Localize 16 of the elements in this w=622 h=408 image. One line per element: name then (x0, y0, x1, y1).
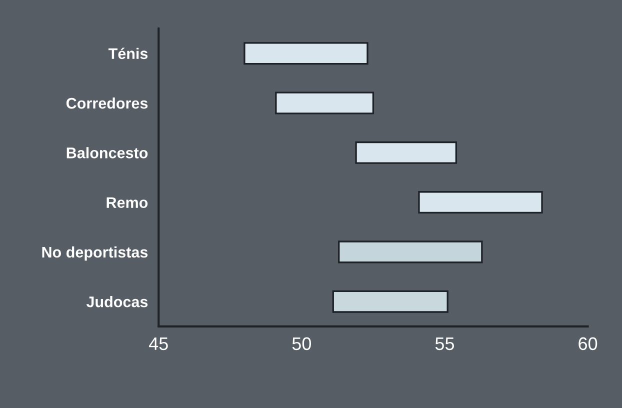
bar (332, 290, 448, 313)
y-tick-label: Ténis (108, 48, 148, 60)
bar (418, 191, 543, 214)
bar (244, 42, 368, 65)
y-tick-label: Corredores (66, 97, 148, 109)
bar (275, 92, 374, 114)
bar (355, 141, 458, 164)
y-tick-label: No deportistas (42, 246, 148, 261)
bar (338, 240, 483, 264)
x-tick-label: 50 (292, 337, 312, 350)
y-tick-label: Remo (106, 197, 148, 208)
y-tick-label: Judocas (86, 296, 148, 308)
y-tick-label: Baloncesto (66, 147, 148, 158)
x-tick-label: 55 (435, 337, 454, 350)
x-tick-label: 60 (578, 337, 598, 350)
x-tick-label: 45 (148, 337, 168, 350)
